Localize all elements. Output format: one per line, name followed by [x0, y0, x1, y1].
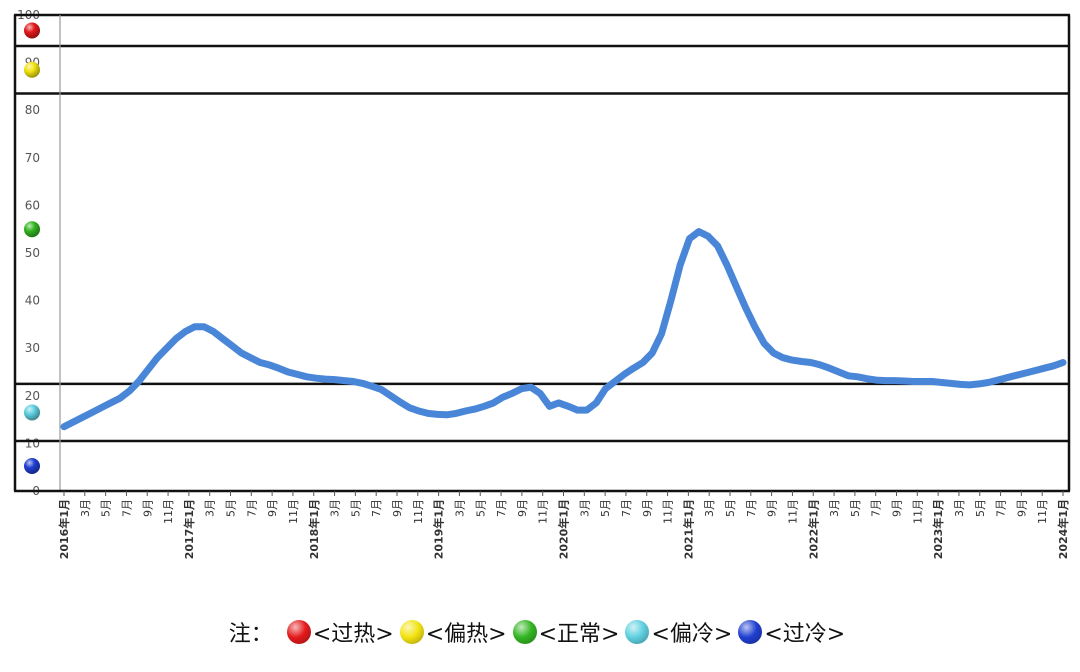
x-tick-label: 7月 — [745, 499, 758, 517]
legend-title: 注： — [228, 622, 273, 647]
x-tick-label: 7月 — [370, 499, 383, 517]
x-tick-label: 11月 — [662, 499, 675, 524]
legend-ball-overcool — [738, 620, 763, 644]
x-tick-label: 5月 — [599, 499, 612, 517]
zone-boundaries — [13, 13, 1071, 491]
x-tick-label: 5月 — [100, 499, 113, 517]
x-tick-label: 2019年1月 — [432, 499, 446, 559]
x-tick-label: 2017年1月 — [182, 499, 196, 559]
y-axis-ticks: 0102030405060708090100 — [17, 8, 40, 498]
x-tick-label: 11月 — [537, 499, 550, 524]
x-tick-label: 3月 — [329, 499, 342, 517]
legend-label-overcool: <过冷> — [764, 622, 846, 647]
legend-label-overheat: <过热> — [312, 622, 394, 647]
x-tick-label: 2024年1月 — [1056, 499, 1070, 559]
legend-item-overcool: <过冷> — [738, 616, 845, 648]
x-tick-label: 11月 — [162, 499, 175, 524]
legend-item-cool: <偏冷> — [625, 616, 732, 648]
legend-label-cool: <偏冷> — [651, 622, 733, 647]
x-tick-label: 2022年1月 — [806, 499, 820, 559]
x-tick-label: 5月 — [974, 499, 987, 517]
x-tick-label: 3月 — [578, 499, 591, 517]
x-tick-label: 2023年1月 — [931, 499, 945, 559]
legend-item-normal: <正常> — [512, 616, 620, 648]
x-tick-label: 3月 — [953, 499, 966, 517]
x-tick-label: 11月 — [287, 499, 300, 524]
x-tick-label: 9月 — [1015, 499, 1028, 517]
legend-label-warm: <偏热> — [425, 622, 507, 647]
zone-markers — [24, 22, 40, 475]
zone-marker-ball — [24, 221, 40, 238]
x-tick-label: 9月 — [266, 499, 279, 517]
x-tick-label: 7月 — [870, 499, 883, 517]
legend-item-overheat: <过热> — [286, 616, 394, 648]
x-tick-label: 5月 — [849, 499, 862, 517]
x-tick-label: 3月 — [703, 499, 716, 517]
x-tick-label: 9月 — [391, 499, 404, 517]
x-tick-label: 5月 — [225, 499, 238, 517]
legend-ball-normal — [512, 620, 537, 644]
zone-marker-ball — [24, 61, 40, 78]
series-line — [60, 228, 1067, 431]
zone-marker-ball — [24, 404, 40, 421]
x-tick-label: 9月 — [891, 499, 904, 517]
x-axis-ticks: 2016年1月 3月 5月 7月 9月 11月 2017年1月 3月 5月 7月 9月 11月 2018… — [57, 491, 1070, 559]
x-tick-label: 2016年1月 — [57, 499, 71, 559]
x-tick-label: 3月 — [453, 499, 466, 517]
x-tick-label: 9月 — [141, 499, 154, 517]
legend-item-warm: <偏热> — [399, 616, 507, 648]
x-tick-label: 11月 — [911, 499, 924, 524]
x-tick-label: 5月 — [349, 499, 362, 517]
series-group — [60, 228, 1067, 431]
legend-ball-warm — [399, 620, 424, 644]
x-tick-label: 3月 — [204, 499, 217, 517]
x-tick-label: 9月 — [766, 499, 779, 517]
x-tick-label: 9月 — [516, 499, 529, 517]
legend: 注： <过热> <偏热> <正常> <偏冷> <过冷> — [0, 612, 1080, 652]
legend-ball-cool — [625, 620, 650, 644]
y-tick-label: 10 — [25, 436, 40, 450]
zone-marker-ball — [24, 458, 40, 475]
y-tick-label: 80 — [25, 103, 40, 117]
x-tick-label: 9月 — [641, 499, 654, 517]
x-tick-label: 5月 — [724, 499, 737, 517]
x-tick-label: 2020年1月 — [557, 499, 571, 559]
y-tick-label: 40 — [25, 294, 40, 308]
zone-marker-ball — [24, 22, 40, 39]
x-tick-label: 2021年1月 — [681, 499, 695, 559]
y-tick-label: 20 — [25, 389, 40, 403]
x-tick-label: 3月 — [79, 499, 92, 517]
x-tick-label: 5月 — [474, 499, 487, 517]
y-tick-label: 50 — [25, 246, 40, 260]
x-tick-label: 2018年1月 — [307, 499, 321, 559]
x-tick-label: 3月 — [828, 499, 841, 517]
x-tick-label: 7月 — [120, 499, 133, 517]
x-tick-label: 7月 — [995, 499, 1008, 517]
x-tick-label: 7月 — [245, 499, 258, 517]
x-tick-label: 11月 — [786, 499, 799, 524]
x-tick-label: 11月 — [1036, 499, 1049, 524]
legend-ball-overheat — [286, 620, 311, 644]
legend-label-normal: <正常> — [538, 622, 620, 647]
x-tick-label: 7月 — [495, 499, 508, 517]
x-tick-label: 11月 — [412, 499, 425, 524]
x-tick-label: 7月 — [620, 499, 633, 517]
y-tick-label: 70 — [25, 151, 40, 165]
y-tick-label: 60 — [25, 198, 40, 212]
y-tick-label: 30 — [25, 341, 40, 355]
